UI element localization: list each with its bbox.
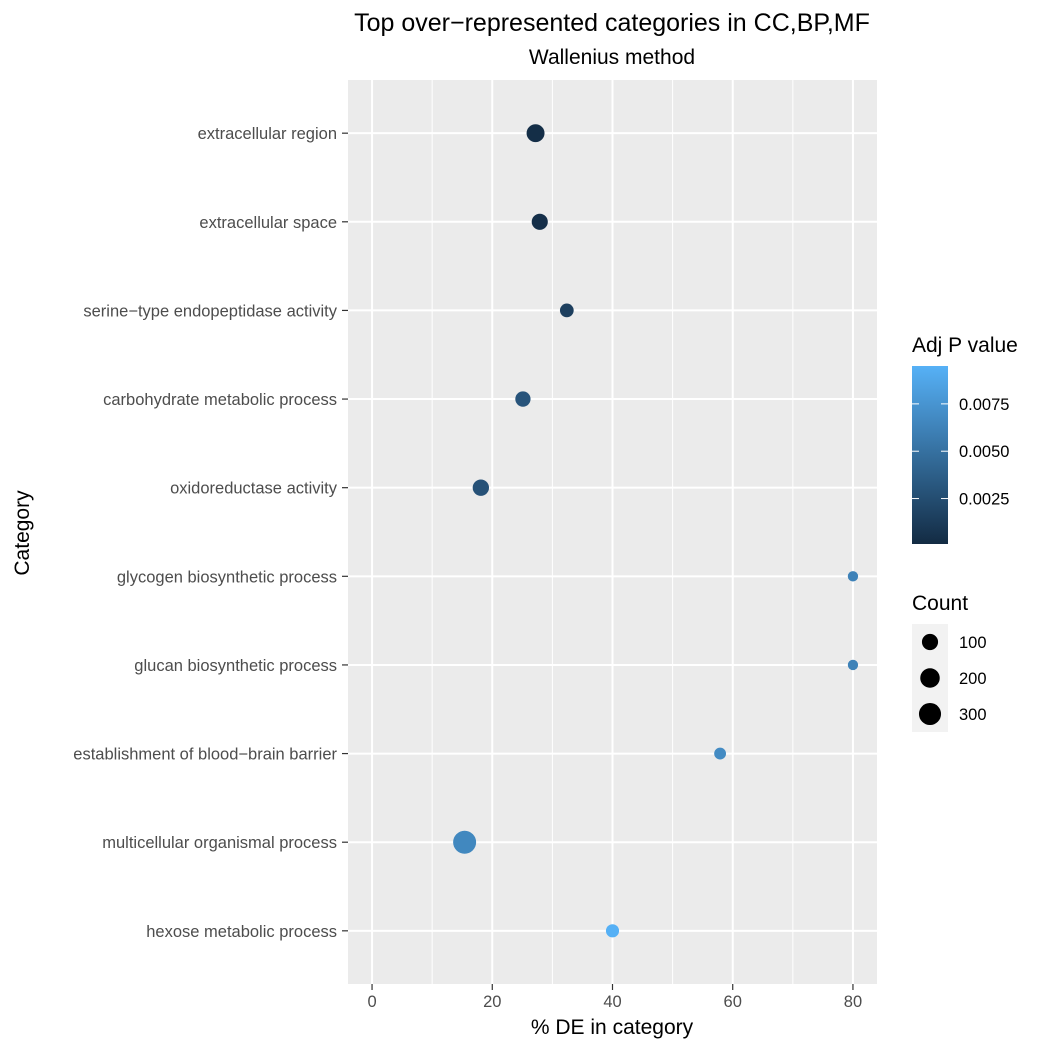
x-axis: 0 20 40 60 80	[367, 984, 862, 1011]
size-legend-dot	[918, 702, 942, 726]
color-legend-label: 0.0025	[959, 491, 1009, 509]
y-axis-title: Category	[11, 490, 34, 576]
x-tick-label: 80	[844, 993, 862, 1011]
color-legend-title: Adj P value	[912, 334, 1018, 357]
y-tick-label: multicellular organismal process	[102, 834, 337, 852]
data-point	[605, 924, 620, 938]
data-point	[472, 479, 490, 496]
x-tick-label: 40	[603, 993, 621, 1011]
data-point	[515, 391, 531, 407]
data-point	[847, 659, 859, 671]
size-legend-title: Count	[912, 592, 968, 615]
x-tick-label: 20	[483, 993, 501, 1011]
y-tick-label: extracellular region	[198, 125, 337, 143]
y-tick-label: establishment of blood−brain barrier	[73, 746, 337, 764]
data-point	[453, 830, 477, 854]
color-bar	[912, 366, 948, 544]
chart-subtitle: Wallenius method	[529, 46, 695, 69]
x-axis-title: % DE in category	[531, 1016, 694, 1039]
size-legend: Count 100 200 300	[912, 592, 987, 732]
chart-title: Top over−represented categories in CC,BP…	[354, 9, 870, 37]
size-legend-label: 200	[959, 670, 987, 688]
size-legend-label: 100	[959, 634, 987, 652]
size-legend-dot	[920, 668, 940, 688]
data-point	[526, 124, 545, 143]
y-axis: extracellular region extracellular space s…	[73, 125, 348, 941]
data-point	[559, 303, 574, 318]
x-tick-label: 0	[367, 993, 376, 1011]
plot-panel	[348, 80, 877, 984]
size-legend-dot	[921, 633, 939, 651]
data-points	[453, 124, 859, 938]
data-point	[714, 747, 727, 760]
y-tick-label: serine−type endopeptidase activity	[83, 302, 337, 320]
y-tick-label: extracellular space	[199, 214, 337, 232]
y-tick-label: oxidoreductase activity	[170, 480, 338, 498]
color-legend: Adj P value 0.0025 0.0050 0.0075	[912, 334, 1018, 544]
color-legend-label: 0.0050	[959, 443, 1009, 461]
y-tick-label: glucan biosynthetic process	[134, 657, 337, 675]
color-legend-label: 0.0075	[959, 396, 1009, 414]
size-legend-label: 300	[959, 706, 987, 724]
data-point	[531, 213, 548, 230]
y-tick-label: hexose metabolic process	[146, 923, 337, 941]
y-tick-label: glycogen biosynthetic process	[117, 568, 337, 586]
x-tick-label: 60	[724, 993, 742, 1011]
y-tick-label: carbohydrate metabolic process	[103, 391, 337, 409]
data-point	[847, 571, 859, 582]
